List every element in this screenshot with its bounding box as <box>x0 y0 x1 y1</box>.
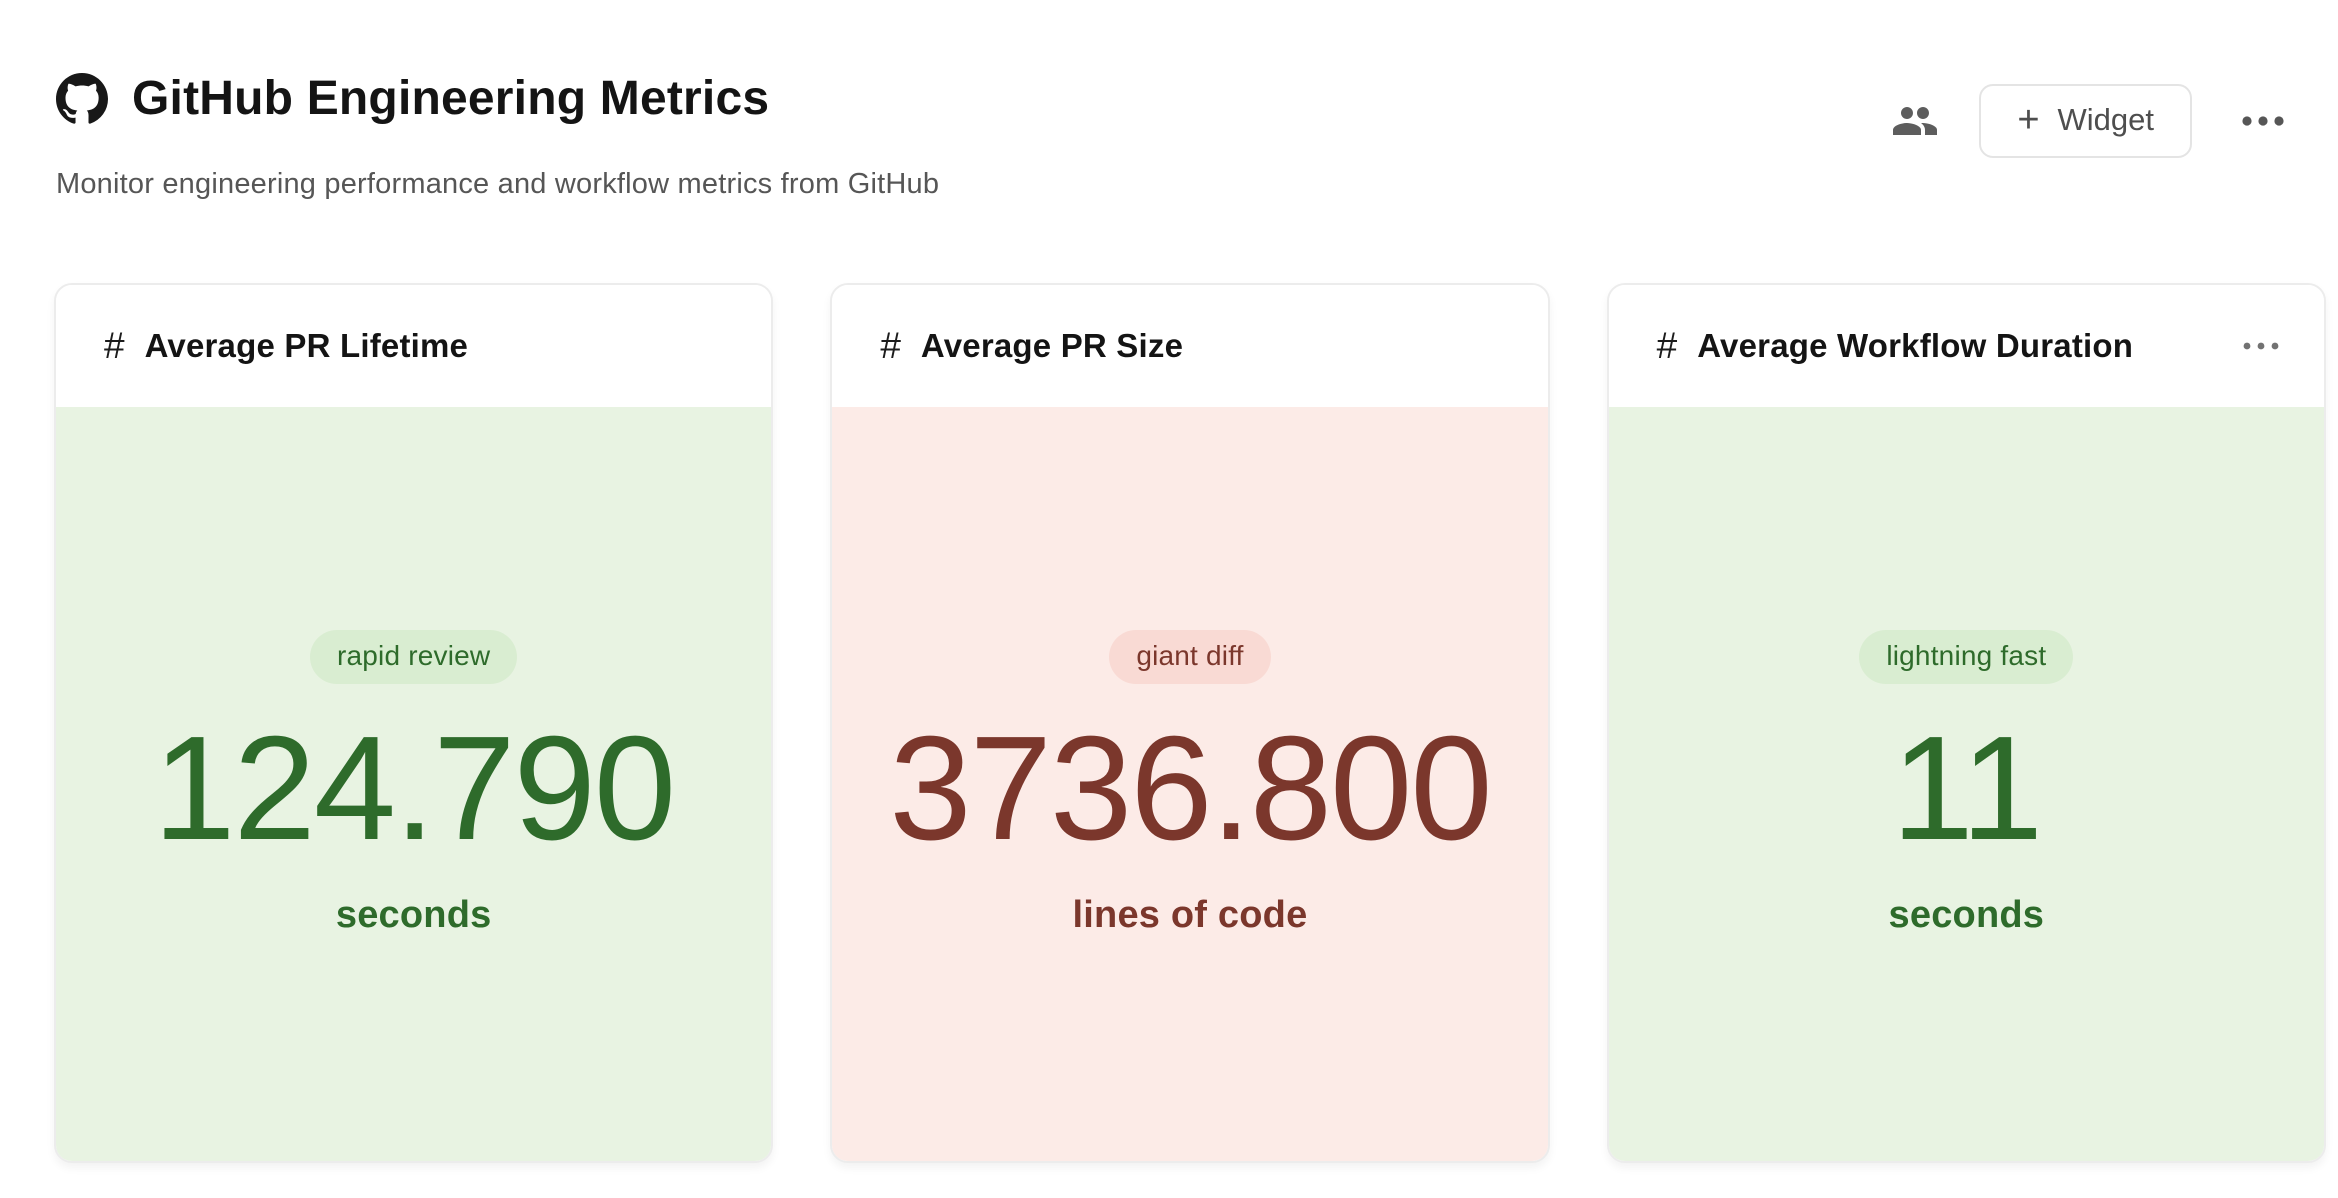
card-menu-ellipsis-icon[interactable] <box>2242 341 2280 351</box>
card-title: Average PR Size <box>920 326 1184 364</box>
topbar: GitHub Engineering Metrics Monitor engin… <box>0 0 2338 201</box>
hash-icon: # <box>880 325 901 367</box>
add-widget-button[interactable]: + Widget <box>1979 84 2192 158</box>
github-logo-icon <box>56 72 108 125</box>
plus-icon: + <box>2017 99 2040 141</box>
page-title: GitHub Engineering Metrics <box>132 72 770 125</box>
hash-icon: # <box>104 325 125 367</box>
header-controls: + Widget <box>1891 84 2294 158</box>
cards-grid: # Average PR Lifetime rapid review 124.7… <box>0 282 2338 1163</box>
card-average-pr-lifetime: # Average PR Lifetime rapid review 124.7… <box>54 282 774 1163</box>
status-badge: lightning fast <box>1859 630 2074 685</box>
title-row: GitHub Engineering Metrics <box>56 70 939 128</box>
metric-value: 3736.800 <box>889 706 1492 872</box>
title-block: GitHub Engineering Metrics Monitor engin… <box>56 70 939 201</box>
card-body: giant diff 3736.800 lines of code <box>832 406 1548 1161</box>
page-subtitle: Monitor engineering performance and work… <box>56 167 940 200</box>
people-icon[interactable] <box>1891 97 1939 145</box>
card-header: # Average PR Size <box>832 284 1548 407</box>
add-widget-label: Widget <box>2057 102 2154 137</box>
card-average-pr-size: # Average PR Size giant diff 3736.800 li… <box>830 282 1550 1163</box>
metric-value: 124.790 <box>153 706 676 872</box>
metric-unit: lines of code <box>1072 894 1308 937</box>
card-average-workflow-duration: # Average Workflow Duration lightning fa… <box>1606 282 2326 1163</box>
card-header: # Average Workflow Duration <box>1608 284 2324 407</box>
status-badge: giant diff <box>1109 630 1271 685</box>
card-title: Average Workflow Duration <box>1697 326 2134 364</box>
status-badge: rapid review <box>309 630 518 685</box>
card-title: Average PR Lifetime <box>144 326 469 364</box>
metric-unit: seconds <box>335 894 492 937</box>
card-body: rapid review 124.790 seconds <box>56 406 772 1161</box>
metric-value: 11 <box>1891 706 2044 872</box>
hash-icon: # <box>1656 325 1678 367</box>
ellipsis-icon[interactable] <box>2232 114 2294 128</box>
card-body: lightning fast 11 seconds <box>1608 406 2324 1161</box>
metric-unit: seconds <box>1888 894 2045 937</box>
card-header: # Average PR Lifetime <box>56 284 772 407</box>
